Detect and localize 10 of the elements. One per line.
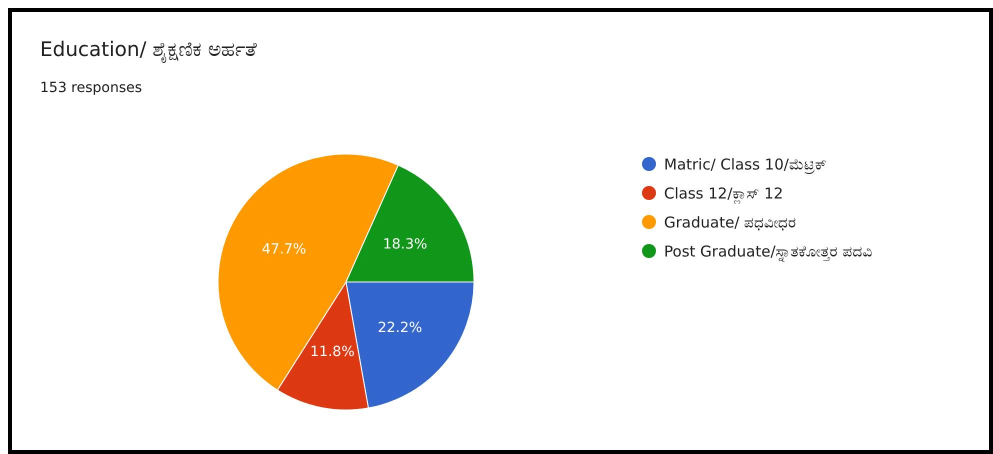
data-label: 22.2% bbox=[378, 320, 422, 336]
data-label: 11.8% bbox=[310, 344, 355, 360]
legend-label: Matric/ Class 10/ಮೆಟ್ರಿಕ್ bbox=[664, 155, 827, 174]
chart-title: Education/ ಶೈಕ್ಷಣಿಕ ಅರ್ಹತೆ bbox=[40, 37, 258, 63]
legend-label: Post Graduate/ಸ್ನಾತಕೋತ್ತರ ಪದವಿ bbox=[664, 242, 872, 262]
data-label: 47.7% bbox=[262, 242, 306, 258]
data-label: 18.3% bbox=[382, 236, 428, 253]
text: 153 responses bbox=[40, 80, 142, 96]
legend-label: Class 12/ಕ್ಲಾಸ್ 12 bbox=[664, 184, 784, 204]
legend-label: Graduate/ ಪಧವೀಧರ bbox=[664, 213, 796, 232]
